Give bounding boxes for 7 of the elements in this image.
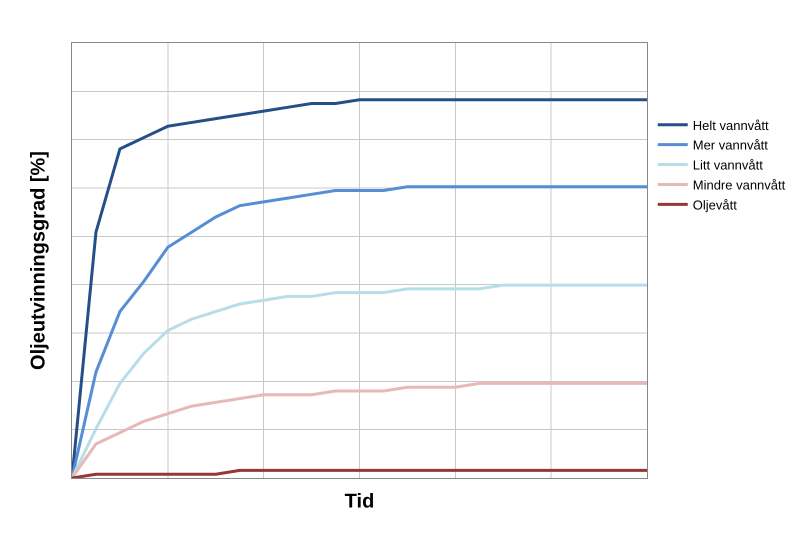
y-axis-title: Oljeutvinningsgrad [%] [28, 151, 50, 370]
x-axis-title: Tid [344, 490, 374, 512]
legend-label: Helt vannvått [692, 118, 770, 133]
legend-label: Mindre vannvått [692, 178, 786, 193]
legend-label: Litt vannvått [692, 158, 764, 173]
legend-label: Mer vannvått [692, 138, 768, 153]
legend-label: Oljevått [692, 197, 738, 212]
